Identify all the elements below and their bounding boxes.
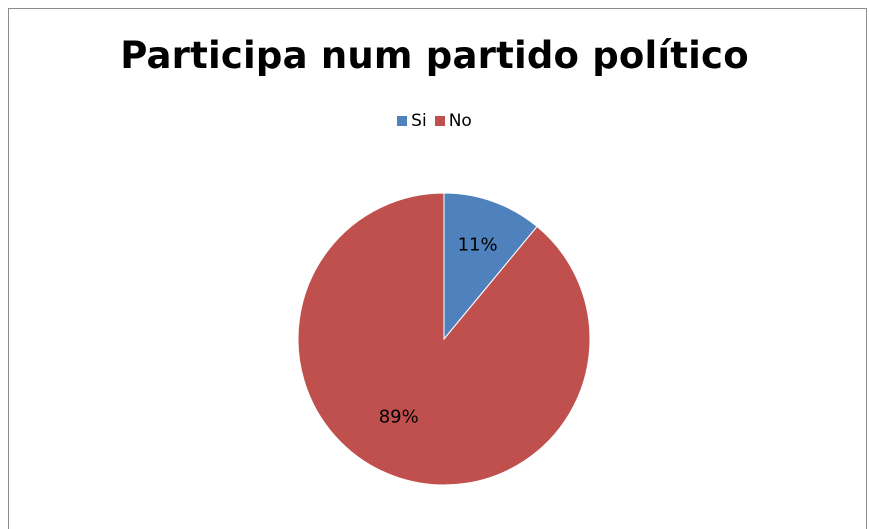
legend-label-no: No [448,111,472,131]
chart-area [8,8,867,529]
chart-title: Participa num partido político [120,34,749,77]
legend-item-no: No [434,111,472,131]
legend-swatch-si [397,116,408,126]
legend: Si No [0,111,869,131]
legend-swatch-no [434,116,445,126]
legend-item-si: Si [397,111,427,131]
legend-label-si: Si [411,111,427,131]
